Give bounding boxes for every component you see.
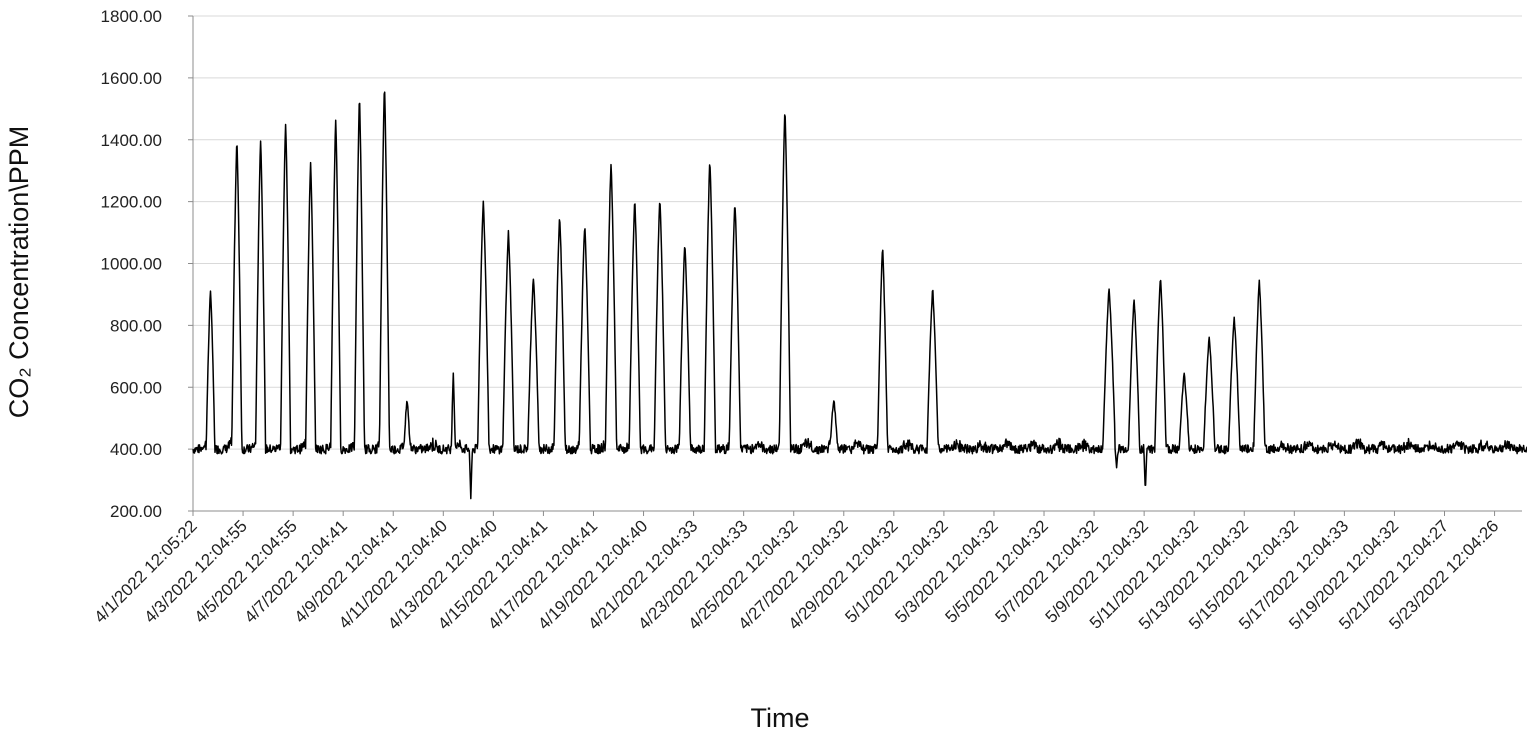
y-tick-label: 800.00 xyxy=(110,316,162,335)
y-tick-label: 400.00 xyxy=(110,440,162,459)
y-tick-label: 1800.00 xyxy=(101,7,162,26)
y-tick-label: 600.00 xyxy=(110,378,162,397)
y-tick-label: 1400.00 xyxy=(101,131,162,150)
gridlines xyxy=(193,15,1522,450)
y-axis-tick-labels: 200.00 400.00 600.00 800.00 1000.00 1200.00 14… xyxy=(101,7,162,521)
y-axis-title: CO₂ Concentration\PPM xyxy=(4,126,34,419)
co2-series-line xyxy=(192,91,1527,500)
y-tick-label: 1000.00 xyxy=(101,255,162,274)
x-axis-tick-labels: 4/1/2022 12:05:224/3/2022 12:04:554/5/20… xyxy=(90,516,1502,633)
y-tick-label: 200.00 xyxy=(110,502,162,521)
axes xyxy=(188,15,1522,516)
y-tick-label: 1200.00 xyxy=(101,193,162,212)
x-axis-title: Time xyxy=(751,703,810,733)
y-tick-label: 1600.00 xyxy=(101,69,162,88)
